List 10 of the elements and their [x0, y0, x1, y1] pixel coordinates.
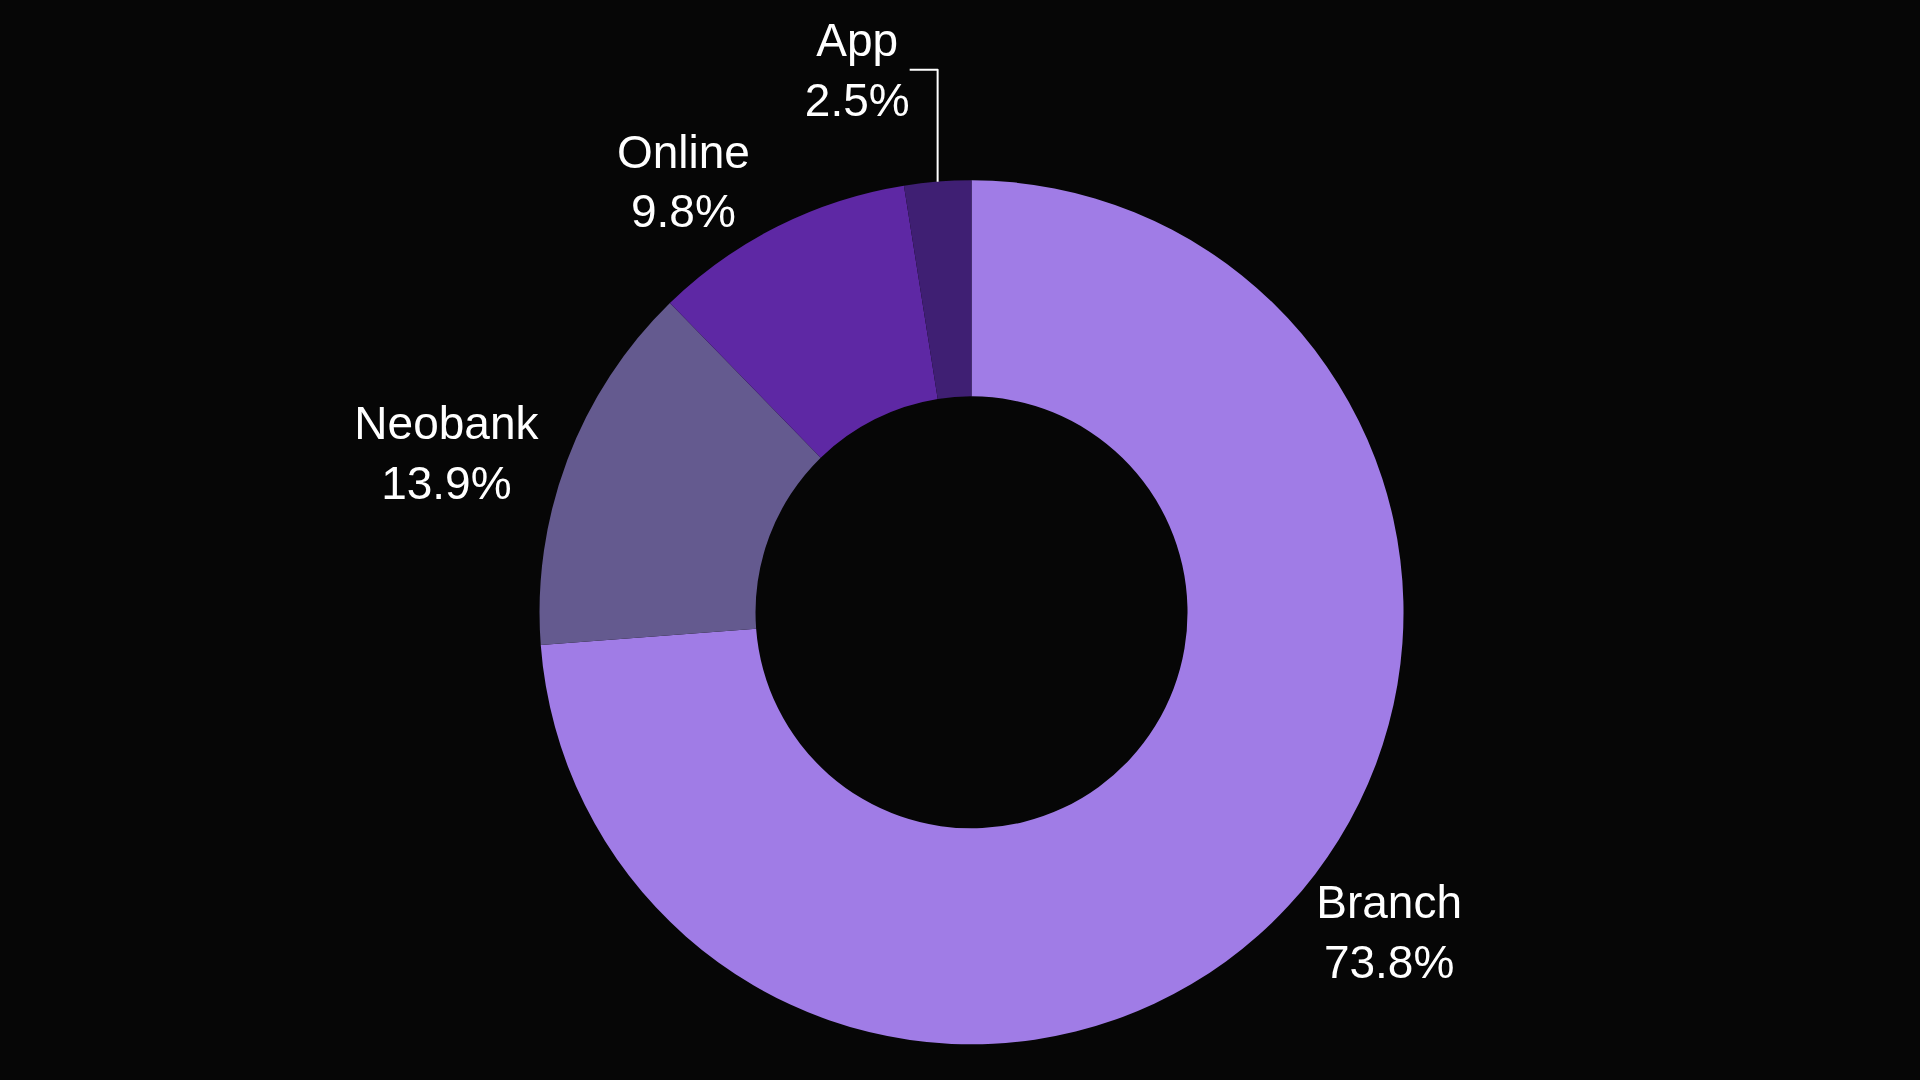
data-label: 73.8%: [1323, 935, 1455, 988]
donut-slice: [903, 180, 972, 400]
slice-label: App: [816, 13, 899, 66]
data-label: 9.8%: [630, 185, 736, 238]
data-label: 2.5%: [804, 73, 910, 126]
slice-label: Neobank: [354, 396, 540, 449]
slice-label: Branch: [1316, 876, 1462, 929]
data-label: 13.9%: [381, 456, 512, 509]
slice-label: Online: [616, 125, 750, 178]
donut-slice: [540, 303, 821, 645]
